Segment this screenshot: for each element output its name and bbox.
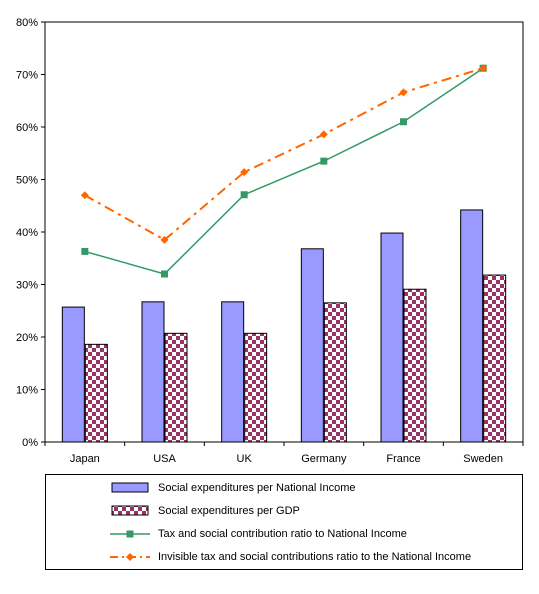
- plot-area: [44, 21, 524, 443]
- marker-invisible-tax: [160, 235, 169, 244]
- x-tick-label: Japan: [70, 453, 100, 465]
- x-tick-label: Germany: [301, 453, 347, 465]
- legend-item-tax-ratio: Tax and social contribution ratio to Nat…: [46, 526, 522, 542]
- bar-social-gdp: [483, 274, 507, 443]
- marker-tax-ratio: [320, 157, 328, 165]
- marker-invisible-tax: [319, 130, 328, 139]
- y-tick-label: 0%: [22, 437, 38, 449]
- marker-invisible-tax: [479, 64, 488, 73]
- x-tick-label: Sweden: [463, 453, 503, 465]
- legend-swatch-bar-blue: [111, 482, 149, 493]
- bar-social-gdp: [84, 343, 108, 443]
- legend-item-invisible-tax: Invisible tax and social contributions r…: [46, 549, 522, 565]
- legend: Social expenditures per National Income …: [45, 474, 523, 570]
- y-tick-label: 60%: [16, 122, 38, 134]
- y-tick-label: 50%: [16, 175, 38, 187]
- legend-label: Social expenditures per National Income: [158, 482, 356, 494]
- bar-social-gdp: [244, 332, 268, 443]
- legend-label: Social expenditures per GDP: [158, 505, 300, 517]
- legend-label: Invisible tax and social contributions r…: [158, 551, 472, 563]
- legend-item-social-gdp: Social expenditures per GDP: [46, 503, 522, 519]
- marker-tax-ratio: [240, 191, 248, 199]
- marker-invisible-tax: [399, 88, 408, 97]
- y-tick-label: 70%: [16, 70, 38, 82]
- marker-tax-ratio: [161, 270, 168, 278]
- bar-social-gdp: [323, 302, 347, 443]
- legend-label: Tax and social contribution ratio to Nat…: [158, 528, 407, 540]
- line-tax-ratio: [84, 67, 484, 275]
- marker-tax-ratio: [400, 118, 407, 126]
- x-tick-label: France: [386, 453, 420, 465]
- legend-swatch-bar-checker: [111, 505, 149, 516]
- y-tick-label: 40%: [16, 227, 38, 239]
- x-tick-label: UK: [237, 453, 253, 465]
- bar-social-ni: [460, 209, 484, 443]
- legend-swatch-line-green: [110, 530, 150, 538]
- y-tick-label: 10%: [16, 385, 38, 397]
- x-tick-label: USA: [153, 453, 176, 465]
- bar-social-gdp: [403, 288, 427, 443]
- y-tick-label: 80%: [16, 17, 38, 29]
- marker-tax-ratio: [81, 247, 89, 255]
- legend-item-social-ni: Social expenditures per National Income: [46, 480, 522, 496]
- marker-invisible-tax: [80, 191, 89, 200]
- legend-swatch-line-orange: [110, 553, 150, 561]
- marker-invisible-tax: [240, 168, 249, 177]
- bar-social-ni: [380, 232, 404, 443]
- line-invisible-tax: [84, 67, 484, 242]
- bar-social-ni: [61, 306, 85, 443]
- y-tick-label: 20%: [16, 332, 38, 344]
- bar-social-ni: [300, 248, 324, 443]
- y-tick-label: 30%: [16, 280, 38, 292]
- bar-social-ni: [141, 301, 165, 443]
- bar-social-ni: [221, 301, 245, 443]
- bar-social-gdp: [164, 332, 188, 443]
